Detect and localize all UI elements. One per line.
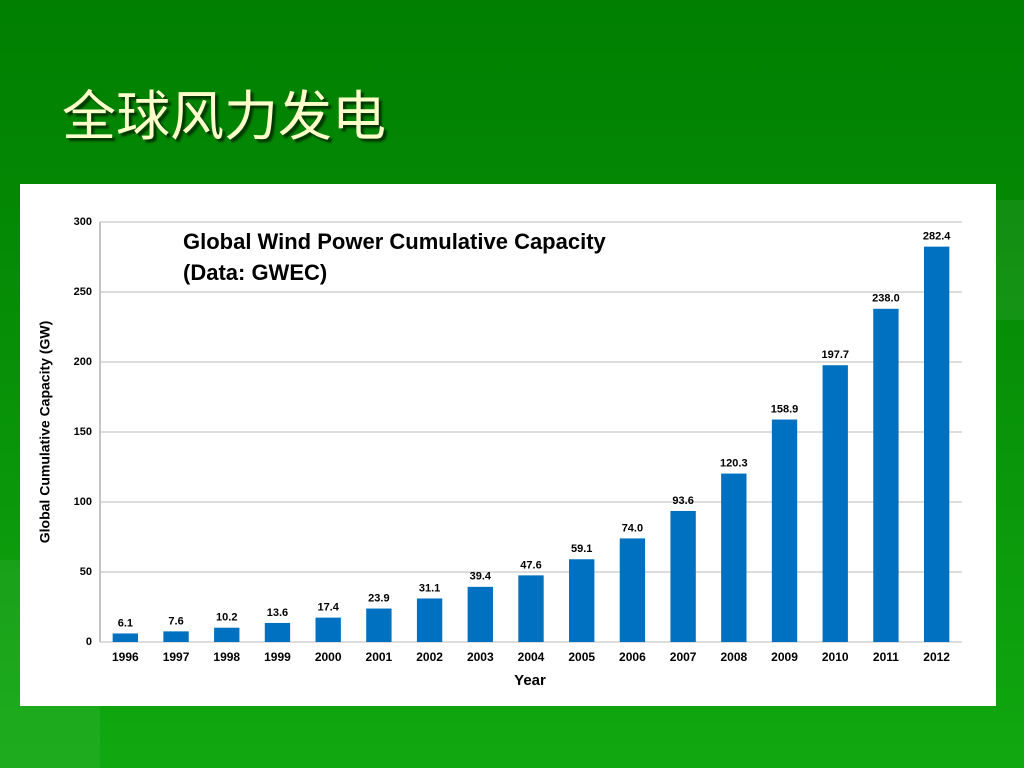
- data-label: 93.6: [672, 495, 693, 507]
- y-axis-title: Global Cumulative Capacity (GW): [37, 321, 53, 543]
- data-label: 74.0: [622, 522, 643, 534]
- x-tick-label: 2001: [366, 650, 393, 664]
- bar: [163, 631, 189, 642]
- decor: [40, 706, 100, 768]
- data-label: 59.1: [571, 543, 592, 555]
- data-label: 238.0: [872, 293, 900, 305]
- data-label: 120.3: [720, 457, 748, 469]
- bar: [873, 308, 899, 642]
- bar: [670, 510, 696, 642]
- x-tick-label: 2011: [873, 650, 899, 664]
- data-label: 10.2: [216, 612, 237, 624]
- y-tick-label: 100: [74, 496, 92, 508]
- bar: [214, 627, 240, 642]
- x-tick-label: 2000: [315, 650, 342, 664]
- bar: [416, 598, 443, 642]
- chart-subtitle: (Data: GWEC): [183, 260, 327, 285]
- data-label: 282.4: [923, 231, 951, 243]
- y-tick-label: 150: [74, 426, 92, 438]
- y-tick-label: 200: [74, 356, 92, 368]
- bar: [315, 617, 341, 642]
- y-tick-label: 300: [74, 216, 92, 228]
- bar: [923, 246, 950, 642]
- x-tick-label: 1999: [264, 650, 291, 664]
- x-tick-label: 2012: [923, 650, 950, 664]
- bar: [366, 608, 392, 642]
- chart: Global Wind Power Cumulative Capacity (D…: [20, 184, 996, 706]
- data-label: 7.6: [168, 615, 183, 627]
- bar: [619, 538, 646, 642]
- bar: [112, 633, 139, 642]
- data-label: 158.9: [771, 403, 799, 415]
- bar: [569, 559, 595, 642]
- bar: [518, 575, 544, 642]
- x-tick-label: 1997: [163, 650, 190, 664]
- decor: [996, 200, 1024, 320]
- chart-title: Global Wind Power Cumulative Capacity: [183, 229, 607, 254]
- y-tick-label: 250: [74, 286, 92, 298]
- bar: [822, 365, 848, 642]
- y-tick-label: 0: [86, 636, 92, 648]
- x-tick-label: 2010: [822, 650, 849, 664]
- bar: [721, 473, 747, 642]
- x-tick-label: 2004: [518, 650, 545, 664]
- x-axis-title: Year: [514, 672, 546, 689]
- x-tick-label: 2003: [467, 650, 494, 664]
- x-tick-label: 2009: [771, 650, 798, 664]
- slide-title: 全球风力发电: [62, 85, 386, 148]
- x-tick-label: 1996: [112, 650, 139, 664]
- data-label: 47.6: [520, 559, 541, 571]
- data-label: 6.1: [118, 617, 133, 629]
- x-tick-label: 2002: [416, 650, 443, 664]
- data-label: 197.7: [821, 349, 849, 361]
- bar: [467, 586, 493, 642]
- bar: [264, 622, 291, 642]
- x-tick-label: 2006: [619, 650, 646, 664]
- x-tick-label: 2005: [568, 650, 595, 664]
- y-tick-label: 50: [80, 566, 92, 578]
- data-label: 17.4: [317, 602, 339, 614]
- x-tick-label: 1998: [213, 650, 240, 664]
- data-label: 23.9: [368, 592, 389, 604]
- data-label: 13.6: [267, 607, 288, 619]
- data-label: 31.1: [419, 582, 440, 594]
- chart-background: [20, 184, 996, 706]
- x-tick-label: 2007: [670, 650, 697, 664]
- data-label: 39.4: [470, 571, 492, 583]
- bar: [771, 419, 798, 642]
- x-tick-label: 2008: [720, 650, 747, 664]
